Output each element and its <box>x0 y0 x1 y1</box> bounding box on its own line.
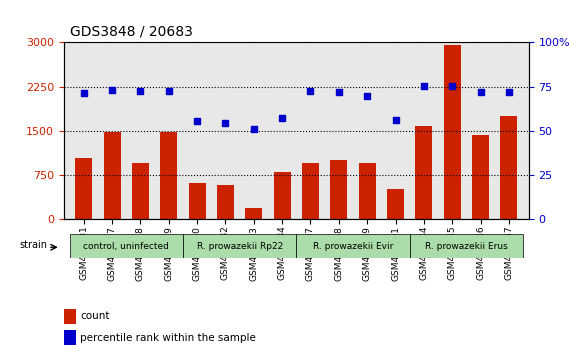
Text: R. prowazekii Rp22: R. prowazekii Rp22 <box>196 241 283 251</box>
Bar <box>132 164 149 219</box>
Point <box>476 89 485 95</box>
Text: GDS3848 / 20683: GDS3848 / 20683 <box>70 25 192 39</box>
Point <box>79 90 88 96</box>
Text: R. prowazekii Erus: R. prowazekii Erus <box>425 241 508 251</box>
Text: strain: strain <box>19 240 47 250</box>
Bar <box>103 132 121 219</box>
Bar <box>245 208 262 219</box>
Point <box>278 115 287 121</box>
Point <box>192 118 202 124</box>
Bar <box>189 183 206 219</box>
Point <box>107 87 117 93</box>
Point <box>419 83 429 89</box>
Bar <box>76 158 92 219</box>
FancyBboxPatch shape <box>70 234 183 258</box>
Text: control, uninfected: control, uninfected <box>83 241 169 251</box>
FancyBboxPatch shape <box>296 234 410 258</box>
Bar <box>415 126 432 219</box>
Bar <box>217 185 234 219</box>
Point <box>447 83 457 88</box>
FancyBboxPatch shape <box>410 234 523 258</box>
Bar <box>500 116 517 219</box>
FancyBboxPatch shape <box>183 234 296 258</box>
Point <box>164 88 173 93</box>
Text: percentile rank within the sample: percentile rank within the sample <box>80 332 256 343</box>
Bar <box>64 309 76 324</box>
Text: R. prowazekii Evir: R. prowazekii Evir <box>313 241 393 251</box>
Bar <box>160 132 177 219</box>
Point <box>221 120 230 126</box>
Point <box>136 88 145 94</box>
Point <box>306 88 315 94</box>
Point <box>334 89 343 95</box>
Bar <box>274 172 290 219</box>
Bar <box>64 330 76 345</box>
Bar <box>331 160 347 219</box>
Bar <box>444 45 461 219</box>
Bar <box>358 164 376 219</box>
Bar <box>472 135 489 219</box>
Bar <box>387 189 404 219</box>
Point <box>391 118 400 123</box>
Point <box>249 126 259 132</box>
Point <box>504 89 514 95</box>
Point <box>363 93 372 98</box>
Text: count: count <box>80 311 110 321</box>
Bar <box>302 164 319 219</box>
